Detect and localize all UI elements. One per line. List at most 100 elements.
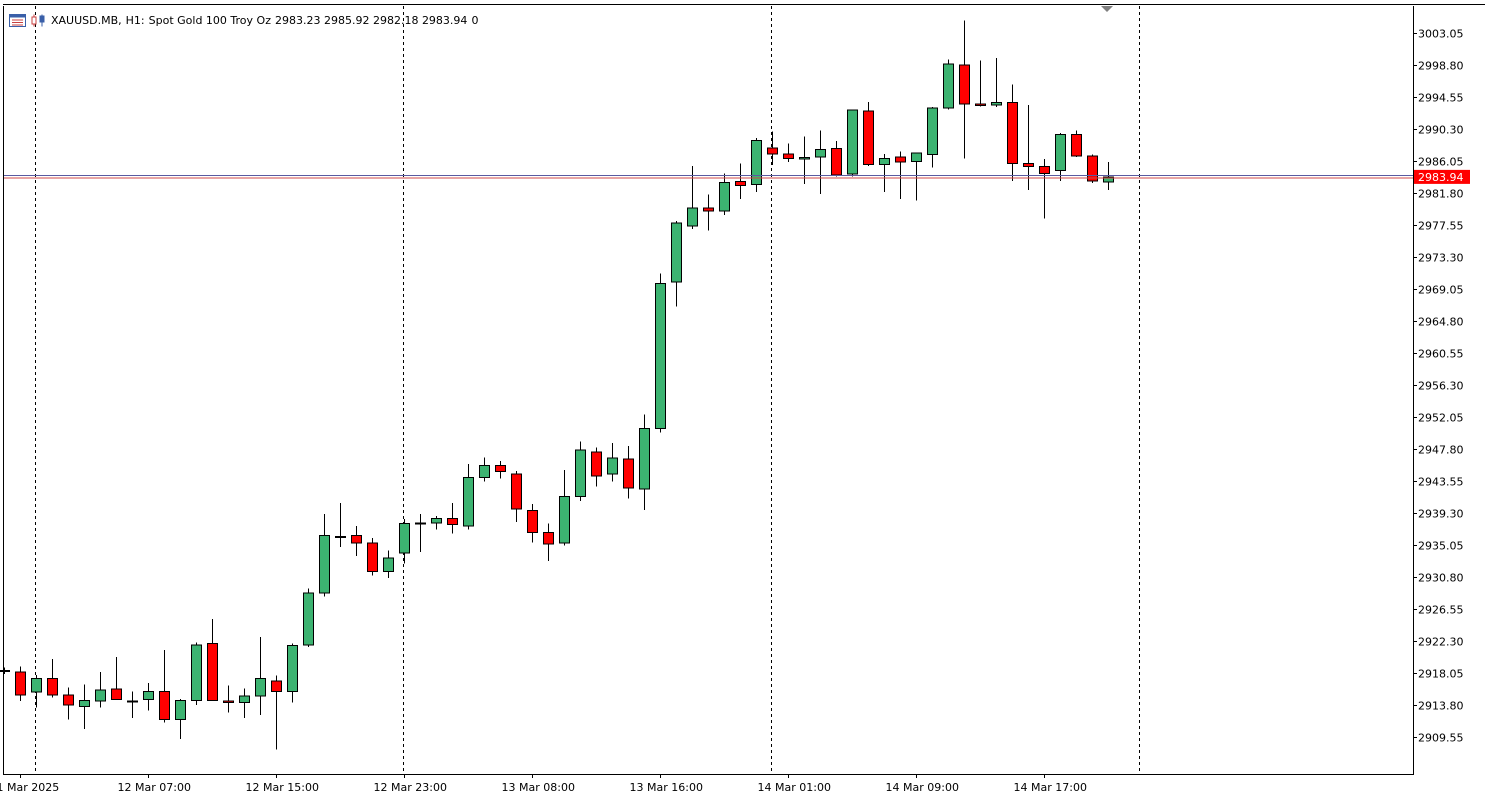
candle-body bbox=[1023, 163, 1034, 168]
candle[interactable] bbox=[847, 109, 858, 177]
candle-body bbox=[735, 181, 746, 186]
candle[interactable] bbox=[271, 675, 282, 750]
candle[interactable] bbox=[79, 684, 90, 730]
candle[interactable] bbox=[15, 666, 26, 702]
candle[interactable] bbox=[175, 698, 186, 739]
candle[interactable] bbox=[383, 550, 394, 578]
candle[interactable] bbox=[783, 143, 794, 163]
candle[interactable] bbox=[399, 519, 410, 564]
candle[interactable] bbox=[367, 537, 378, 576]
candle-body bbox=[671, 222, 682, 283]
candle-body bbox=[351, 535, 362, 544]
candle[interactable] bbox=[703, 194, 714, 231]
candle-body bbox=[703, 207, 714, 212]
candle-body bbox=[1071, 133, 1082, 157]
candle[interactable] bbox=[1055, 132, 1066, 181]
candle[interactable] bbox=[575, 441, 586, 501]
candle[interactable] bbox=[303, 588, 314, 648]
candle[interactable] bbox=[159, 650, 170, 723]
candle[interactable] bbox=[879, 153, 890, 193]
candle[interactable] bbox=[463, 464, 474, 530]
candle[interactable] bbox=[655, 273, 666, 433]
candle[interactable] bbox=[959, 20, 970, 159]
candle[interactable] bbox=[639, 414, 650, 510]
candle[interactable] bbox=[47, 659, 58, 698]
candle[interactable] bbox=[831, 141, 842, 177]
candle-body bbox=[399, 523, 410, 554]
candle-body bbox=[415, 522, 426, 525]
candle[interactable] bbox=[799, 136, 810, 184]
candle[interactable] bbox=[1023, 104, 1034, 190]
candle[interactable] bbox=[767, 131, 778, 166]
candle[interactable] bbox=[111, 656, 122, 701]
candle[interactable] bbox=[687, 165, 698, 230]
candle[interactable] bbox=[559, 470, 570, 546]
candle[interactable] bbox=[543, 523, 554, 562]
candle-body bbox=[31, 678, 42, 693]
candle[interactable] bbox=[863, 101, 874, 166]
candle-body bbox=[495, 465, 506, 473]
candle-body bbox=[687, 207, 698, 227]
candle[interactable] bbox=[335, 503, 346, 547]
candle[interactable] bbox=[63, 687, 74, 720]
candle-body bbox=[831, 148, 842, 176]
candle[interactable] bbox=[1103, 161, 1114, 191]
candle[interactable] bbox=[911, 152, 922, 201]
candle-body bbox=[47, 678, 58, 696]
candle-body bbox=[111, 688, 122, 701]
y-tick-label: 2930.80 bbox=[1418, 572, 1464, 585]
candle[interactable] bbox=[479, 457, 490, 482]
candle-body bbox=[511, 473, 522, 510]
candle[interactable] bbox=[287, 643, 298, 703]
candle[interactable] bbox=[0, 667, 10, 675]
y-tick-label: 2956.30 bbox=[1418, 380, 1464, 393]
candle[interactable] bbox=[1071, 130, 1082, 157]
candle[interactable] bbox=[351, 525, 362, 556]
candle[interactable] bbox=[255, 637, 266, 715]
candle[interactable] bbox=[815, 130, 826, 194]
y-tick-label: 2994.55 bbox=[1418, 92, 1464, 105]
candle-body bbox=[15, 671, 26, 696]
candle[interactable] bbox=[319, 513, 330, 597]
candle-body bbox=[127, 700, 138, 703]
candle[interactable] bbox=[447, 503, 458, 534]
candle[interactable] bbox=[495, 461, 506, 479]
candle-body bbox=[1055, 133, 1066, 171]
candle[interactable] bbox=[1007, 84, 1018, 181]
candle[interactable] bbox=[751, 138, 762, 193]
candle-body bbox=[527, 510, 538, 534]
candle-body bbox=[767, 147, 778, 155]
candle[interactable] bbox=[143, 683, 154, 711]
candle[interactable] bbox=[623, 445, 634, 499]
candle[interactable] bbox=[95, 671, 106, 708]
candle[interactable] bbox=[527, 503, 538, 543]
candle[interactable] bbox=[719, 173, 730, 215]
chart-shift-marker-icon[interactable] bbox=[1101, 6, 1113, 12]
candle-body bbox=[879, 157, 890, 165]
candle[interactable] bbox=[239, 688, 250, 718]
symbol-label: XAUUSD.MB, bbox=[51, 13, 122, 27]
candle[interactable] bbox=[31, 674, 42, 708]
candle[interactable] bbox=[591, 447, 602, 487]
candle[interactable] bbox=[943, 59, 954, 110]
candle[interactable] bbox=[191, 642, 202, 705]
candle[interactable] bbox=[927, 107, 938, 168]
x-tick-label: 14 Mar 01:00 bbox=[758, 781, 831, 794]
candle[interactable] bbox=[223, 685, 234, 713]
candle[interactable] bbox=[607, 442, 618, 482]
candle[interactable] bbox=[127, 691, 138, 718]
candle[interactable] bbox=[415, 513, 426, 553]
candle[interactable] bbox=[511, 470, 522, 523]
candle[interactable] bbox=[431, 516, 442, 530]
candle[interactable] bbox=[1039, 159, 1050, 219]
candle[interactable] bbox=[671, 220, 682, 307]
y-tick-label: 2926.55 bbox=[1418, 604, 1464, 617]
candle[interactable] bbox=[975, 60, 986, 107]
candle[interactable] bbox=[207, 619, 218, 701]
candle[interactable] bbox=[1087, 154, 1098, 184]
candle-body bbox=[911, 152, 922, 162]
candle[interactable] bbox=[735, 163, 746, 200]
candle[interactable] bbox=[991, 58, 1002, 108]
